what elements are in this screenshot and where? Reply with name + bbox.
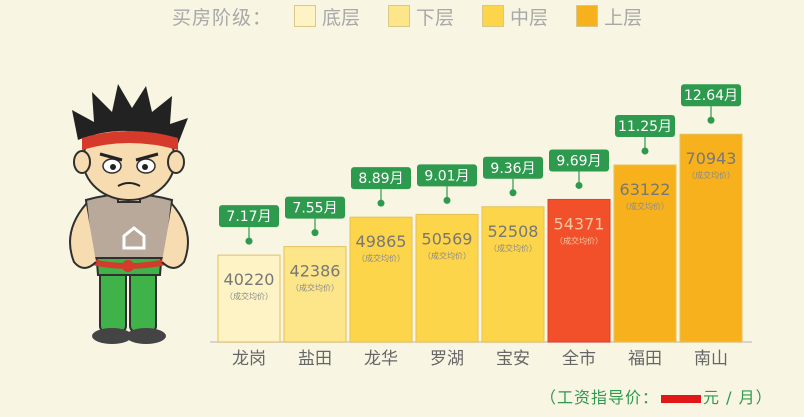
month-dot-5 bbox=[575, 181, 583, 189]
bar-2 bbox=[349, 216, 413, 343]
month-labels-group: 7.17月 7.55月 8.89月 9.01月 9.36月 9.69月 11.25月 12.6… bbox=[219, 84, 741, 245]
bar-sublabel-4: （成交均价） bbox=[489, 243, 537, 253]
legend-item-0: 底层 bbox=[294, 3, 360, 30]
month-label-7: 12.64月 bbox=[684, 88, 738, 104]
category-label-5: 全市 bbox=[562, 349, 596, 369]
month-label-1: 7.55月 bbox=[292, 201, 337, 217]
bar-sublabel-0: （成交均价） bbox=[225, 291, 273, 301]
bar-6 bbox=[613, 164, 677, 343]
month-box-1 bbox=[285, 196, 345, 219]
bar-0 bbox=[217, 254, 281, 343]
bar-4 bbox=[481, 206, 545, 343]
bar-3 bbox=[415, 213, 479, 343]
legend-item-1: 下层 bbox=[388, 3, 454, 30]
legend-label-1: 下层 bbox=[416, 6, 455, 29]
bar-value-label-1: 42386 bbox=[290, 262, 341, 281]
month-label-5: 9.69月 bbox=[556, 153, 601, 169]
month-dot-3 bbox=[443, 196, 451, 204]
bar-sublabel-6: （成交均价） bbox=[621, 201, 669, 211]
legend-label-0: 底层 bbox=[322, 6, 361, 29]
month-dot-4 bbox=[509, 189, 517, 197]
legend-item-2: 中层 bbox=[482, 3, 548, 30]
month-box-7 bbox=[681, 84, 741, 107]
month-box-4 bbox=[483, 156, 543, 179]
bar-sublabel-3: （成交均价） bbox=[423, 250, 471, 260]
category-label-4: 宝安 bbox=[496, 349, 530, 369]
legend-swatch-2 bbox=[482, 5, 505, 27]
footnote-prefix: （工资指导价： bbox=[540, 388, 660, 407]
month-box-3 bbox=[417, 164, 477, 187]
value-labels-group: 40220 （成交均价） 42386 （成交均价） 49865 （成交均价） 50569 （成… bbox=[224, 149, 737, 301]
month-label-4: 9.36月 bbox=[490, 161, 535, 177]
bar-sublabel-5: （成交均价） bbox=[555, 235, 603, 245]
category-label-6: 福田 bbox=[628, 349, 662, 369]
bars-group bbox=[217, 133, 743, 343]
month-box-5 bbox=[549, 149, 609, 172]
bar-7 bbox=[679, 133, 743, 343]
month-box-6 bbox=[615, 115, 675, 138]
bar-value-label-5: 54371 bbox=[554, 214, 605, 233]
legend-swatch-0 bbox=[294, 5, 317, 27]
month-dot-2 bbox=[377, 199, 385, 207]
cartoon-man-illustration bbox=[69, 84, 189, 344]
category-label-0: 龙岗 bbox=[232, 349, 266, 369]
legend: 买房阶级： 底层 下层 中层 上层 bbox=[172, 2, 670, 30]
legend-swatch-1 bbox=[388, 5, 411, 27]
bar-value-label-0: 40220 bbox=[224, 270, 275, 289]
bar-value-label-4: 52508 bbox=[488, 222, 539, 241]
legend-label-3: 上层 bbox=[604, 6, 643, 29]
category-label-7: 南山 bbox=[694, 349, 728, 369]
legend-swatch-3 bbox=[576, 5, 599, 27]
bar-sublabel-7: （成交均价） bbox=[687, 170, 735, 180]
month-box-0 bbox=[219, 205, 279, 228]
category-label-2: 龙华 bbox=[364, 349, 398, 369]
month-label-2: 8.89月 bbox=[358, 171, 403, 187]
bar-value-label-7: 70943 bbox=[686, 149, 737, 168]
legend-item-3: 上层 bbox=[576, 3, 642, 30]
category-label-1: 盐田 bbox=[298, 349, 332, 369]
bar-value-label-6: 63122 bbox=[620, 180, 671, 199]
category-label-3: 罗湖 bbox=[430, 349, 464, 369]
month-dot-1 bbox=[311, 229, 319, 237]
category-labels-group: 龙岗 盐田 龙华 罗湖 宝安 全市 福田 南山 bbox=[232, 349, 728, 369]
bar-sublabel-2: （成交均价） bbox=[357, 253, 405, 263]
month-box-2 bbox=[351, 167, 411, 190]
redacted-value-mark bbox=[661, 394, 702, 403]
legend-title: 买房阶级： bbox=[172, 6, 273, 29]
month-dot-0 bbox=[245, 237, 253, 245]
bar-sublabel-1: （成交均价） bbox=[291, 283, 339, 293]
month-label-6: 11.25月 bbox=[618, 119, 672, 135]
wage-footnote: （工资指导价： 元 / 月） bbox=[540, 384, 773, 408]
bar-value-label-3: 50569 bbox=[422, 229, 473, 248]
bar-value-label-2: 49865 bbox=[356, 232, 407, 251]
footnote-suffix: 元 / 月） bbox=[703, 388, 773, 407]
month-dot-7 bbox=[707, 116, 715, 124]
bar-5 bbox=[547, 198, 611, 343]
month-label-3: 9.01月 bbox=[424, 168, 469, 184]
legend-label-2: 中层 bbox=[510, 6, 549, 29]
month-dot-6 bbox=[641, 147, 649, 155]
month-label-0: 7.17月 bbox=[226, 209, 271, 225]
bar-1 bbox=[283, 246, 347, 343]
